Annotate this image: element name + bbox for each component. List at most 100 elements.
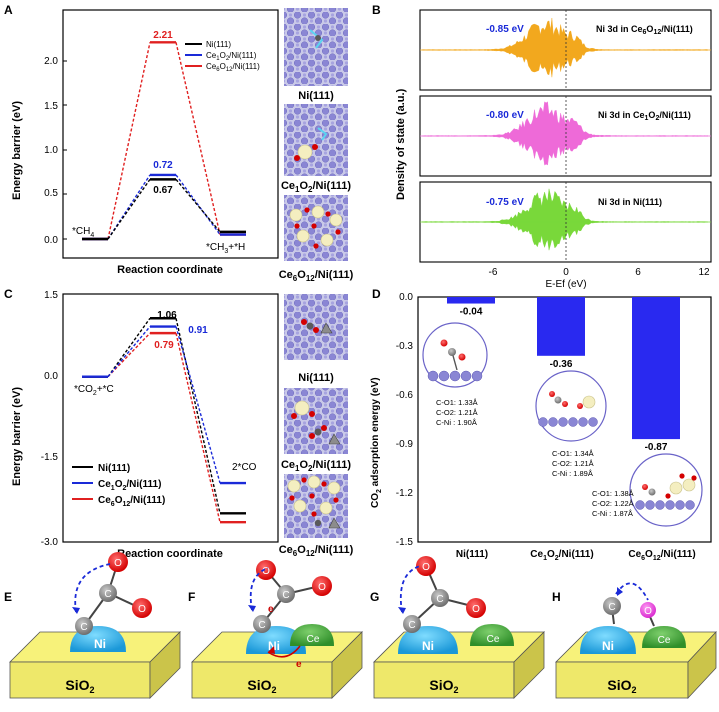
bond-length: C-O1: 1.38Å bbox=[592, 489, 634, 498]
metal-label: Ni bbox=[602, 639, 614, 653]
y-axis-label: Energy barrier (eV) bbox=[11, 387, 23, 486]
y-tick: -0.6 bbox=[396, 390, 414, 401]
bar bbox=[632, 297, 680, 440]
panel-letter: D bbox=[372, 287, 381, 301]
ceria-cluster bbox=[287, 475, 341, 517]
y-tick: 0.0 bbox=[44, 371, 58, 382]
x-tick: 12 bbox=[698, 267, 710, 278]
structure-ce1o2 bbox=[284, 104, 348, 176]
bond-length: C-O2: 1.21Å bbox=[436, 408, 478, 417]
structure-label: Ce6O12/Ni(111) bbox=[279, 269, 354, 283]
x-tick-labels: -6 0 6 12 bbox=[489, 267, 710, 278]
y-tick: 0.5 bbox=[44, 188, 58, 199]
data-label-red: 0.79 bbox=[154, 340, 174, 351]
support-label: SiO2 bbox=[607, 677, 636, 695]
atom-label: O bbox=[262, 566, 270, 577]
x-tick: 6 bbox=[635, 267, 641, 278]
atom-label: O bbox=[318, 582, 326, 593]
panel-letter: A bbox=[4, 3, 13, 17]
carbon-atom bbox=[315, 35, 321, 41]
bond-lengths: C-O1: 1.34Å C-O2: 1.21Å C-Ni : 1.89Å bbox=[552, 449, 594, 478]
atom-label: C bbox=[608, 602, 615, 613]
d-band-value: -0.85 eV bbox=[486, 24, 524, 35]
legend-item: Ce6O12/Ni(111) bbox=[98, 495, 165, 508]
x-tick: Ce6O12/Ni(111) bbox=[628, 549, 695, 562]
x-axis-label: E-Ef (eV) bbox=[545, 279, 586, 290]
scheme-g: G SiO2 Ni Ce C C O O bbox=[370, 556, 545, 699]
y-axis-label: Density of state (a.u.) bbox=[395, 88, 407, 200]
dos-label: Ni 3d in Ce6O12/Ni(111) bbox=[596, 24, 693, 36]
bar-series: -0.04 -0.36 -0.87 bbox=[447, 297, 680, 453]
y-ticks bbox=[63, 60, 67, 240]
bond-length: C-Ni : 1.89Å bbox=[552, 469, 593, 478]
panel-letter: G bbox=[370, 590, 379, 604]
bond-length: C-Ni : 1.87Å bbox=[592, 509, 633, 518]
bar-value-label: -0.87 bbox=[645, 442, 668, 453]
panel-letter: E bbox=[4, 590, 12, 604]
panel-letter: F bbox=[188, 590, 195, 604]
mechanism-schemes: E SiO2 Ni C C O O F SiO2 bbox=[4, 552, 717, 700]
dos-label: Ni 3d in Ni(111) bbox=[598, 197, 662, 207]
bar bbox=[447, 297, 495, 304]
panel-d: D CO2 adsorption energy (eV) 0.0 -0.3 -0… bbox=[370, 287, 712, 562]
energy-connector bbox=[107, 42, 151, 240]
structures-bottom: Ni(111) Ce1O2/Ni(111) Ce6O12/Ni(111) bbox=[279, 294, 354, 558]
legend-item: Ce1O2/Ni(111) bbox=[206, 51, 257, 62]
x-axis-label: Reaction coordinate bbox=[117, 264, 223, 276]
y-tick: 1.5 bbox=[44, 101, 58, 112]
bar bbox=[537, 297, 585, 356]
energy-connector bbox=[107, 332, 151, 378]
scheme-h: H SiO2 Ni Ce C O bbox=[552, 582, 717, 700]
panel-letter: C bbox=[4, 287, 13, 301]
x-tick: Ni(111) bbox=[456, 549, 488, 560]
x-tick-labels: Ni(111) Ce1O2/Ni(111) Ce6O12/Ni(111) bbox=[456, 549, 696, 562]
end-state-label: *CH3+*H bbox=[206, 242, 245, 255]
energy-connector bbox=[107, 317, 151, 378]
panel-letter: B bbox=[372, 3, 381, 17]
dos-label: Ni 3d in Ce1O2/Ni(111) bbox=[598, 110, 691, 122]
legend-item: Ni(111) bbox=[98, 463, 130, 474]
oxide-label: Ce bbox=[487, 634, 500, 645]
structure-label: Ni(111) bbox=[298, 372, 334, 384]
legend-item: Ni(111) bbox=[206, 40, 231, 49]
y-tick: -1.2 bbox=[396, 488, 414, 499]
start-state-label: *CO2+*C bbox=[74, 384, 114, 397]
legend-item: Ce1O2/Ni(111) bbox=[98, 479, 161, 492]
legend: Ni(111) Ce1O2/Ni(111) Ce6O12/Ni(111) bbox=[72, 463, 165, 508]
y-tick-labels: 1.5 0.0 -1.5 -3.0 bbox=[41, 290, 59, 548]
atom-label: O bbox=[422, 562, 430, 573]
atom-label: O bbox=[114, 558, 122, 569]
oxide-label: Ce bbox=[658, 635, 671, 646]
bond-lengths: C-O1: 1.38Å C-O2: 1.22Å C-Ni : 1.87Å bbox=[592, 489, 634, 518]
y-tick: -0.3 bbox=[396, 341, 414, 352]
structure-label: Ce6O12/Ni(111) bbox=[279, 544, 354, 558]
y-axis-label: CO2 adsorption energy (eV) bbox=[370, 377, 383, 508]
support-label: SiO2 bbox=[247, 677, 276, 695]
structure-label: Ni(111) bbox=[298, 90, 334, 102]
bond-length: C-O2: 1.21Å bbox=[552, 459, 594, 468]
plot-frame bbox=[62, 9, 279, 259]
scheme-f: F SiO2 Ni Ce C C O O e e bbox=[188, 560, 363, 699]
atom-label: C bbox=[408, 620, 415, 631]
plot-frame bbox=[62, 293, 279, 543]
support-label: SiO2 bbox=[65, 677, 94, 695]
bar-value-label: -0.04 bbox=[460, 307, 483, 318]
data-label-red: 2.21 bbox=[153, 30, 173, 41]
scheme-e: E SiO2 Ni C C O O bbox=[4, 552, 181, 699]
metal-label: Ni bbox=[94, 637, 106, 651]
panel-c: C Energy barrier (eV) Reaction coordinat… bbox=[4, 287, 279, 560]
data-label-black: 1.06 bbox=[157, 310, 177, 321]
atom-label: O bbox=[644, 606, 652, 617]
electron-label: e bbox=[268, 604, 274, 615]
data-label-black: 0.67 bbox=[153, 185, 173, 196]
inset-ce1o2 bbox=[535, 370, 607, 442]
y-tick: -1.5 bbox=[396, 537, 414, 548]
atom-label: C bbox=[80, 622, 87, 633]
y-tick-labels: 0.0 0.5 1.0 1.5 2.0 bbox=[44, 56, 58, 246]
bond-length: C-Ni : 1.90Å bbox=[436, 418, 477, 427]
legend-item: Ce6O12/Ni(111) bbox=[206, 62, 260, 73]
y-tick: 2.0 bbox=[44, 56, 58, 67]
dos-curve bbox=[422, 188, 708, 251]
energy-connector bbox=[175, 326, 221, 484]
